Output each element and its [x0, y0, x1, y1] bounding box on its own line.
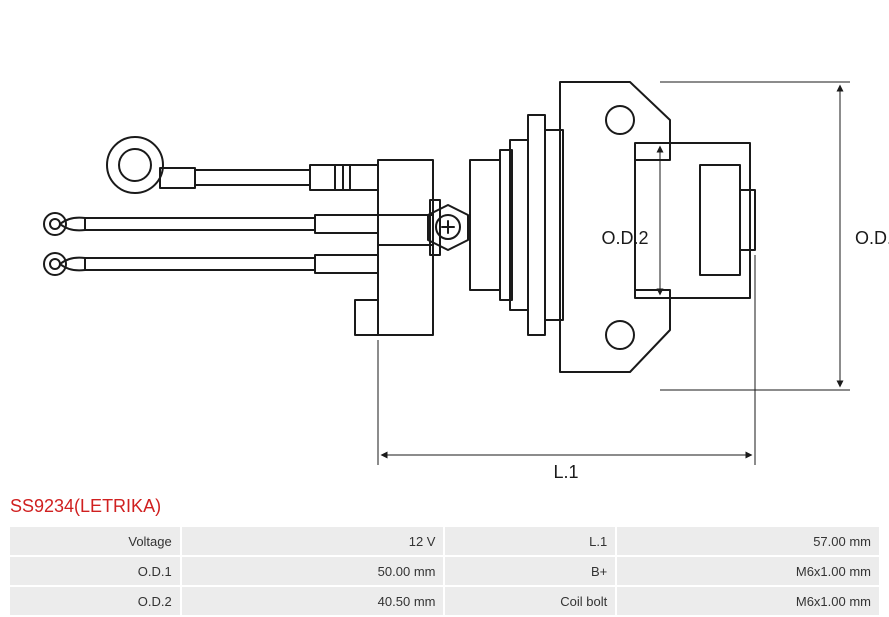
spec-value: 57.00 mm	[617, 527, 879, 555]
spec-label: L.1	[445, 527, 615, 555]
spec-value: 12 V	[182, 527, 444, 555]
technical-drawing: O.D.1 O.D.2 L.1	[0, 0, 889, 495]
spec-label: O.D.1	[10, 557, 180, 585]
spec-row: O.D.1 50.00 mm B+ M6x1.00 mm	[10, 557, 879, 585]
spec-label: Coil bolt	[445, 587, 615, 615]
spec-value: M6x1.00 mm	[617, 557, 879, 585]
spec-row: Voltage 12 V L.1 57.00 mm	[10, 527, 879, 555]
spec-value: 50.00 mm	[182, 557, 444, 585]
spec-label: O.D.2	[10, 587, 180, 615]
spec-value: M6x1.00 mm	[617, 587, 879, 615]
spec-label: B+	[445, 557, 615, 585]
spec-value: 40.50 mm	[182, 587, 444, 615]
dim-label-od1: O.D.1	[855, 228, 889, 248]
dim-label-od2: O.D.2	[601, 228, 648, 248]
spec-row: O.D.2 40.50 mm Coil bolt M6x1.00 mm	[10, 587, 879, 615]
spec-table: Voltage 12 V L.1 57.00 mm O.D.1 50.00 mm…	[8, 525, 881, 617]
product-title: SS9234(LETRIKA)	[10, 496, 161, 517]
dim-label-l1: L.1	[553, 462, 578, 482]
page: O.D.1 O.D.2 L.1 SS9234(LETRIKA) Voltage …	[0, 0, 889, 607]
spec-label: Voltage	[10, 527, 180, 555]
